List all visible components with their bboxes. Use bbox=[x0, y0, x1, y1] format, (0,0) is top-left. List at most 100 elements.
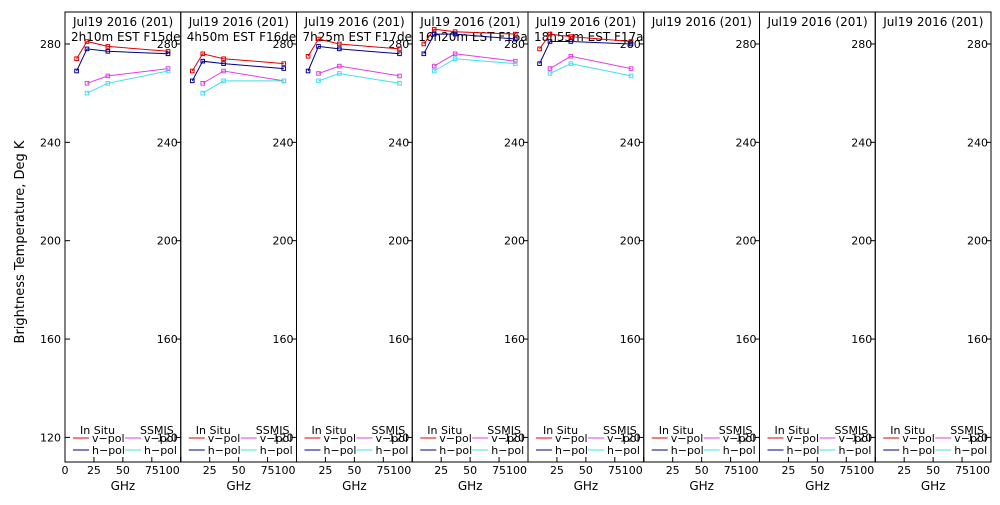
y-tick-label: 240 bbox=[504, 136, 525, 149]
series-line-ssmis-hpol bbox=[318, 72, 400, 84]
y-tick-label: 280 bbox=[388, 38, 409, 51]
data-point-insitu-hpol bbox=[547, 39, 553, 44]
y-tick-label: 200 bbox=[157, 235, 178, 248]
y-tick-label: 120 bbox=[157, 431, 178, 444]
series-line-ssmis-hpol bbox=[86, 70, 169, 94]
data-point-insitu-vpol bbox=[547, 31, 553, 37]
legend-label: h−pol bbox=[491, 444, 524, 457]
y-tick-label: 120 bbox=[620, 431, 641, 444]
data-point-ssmis-hpol bbox=[568, 61, 574, 66]
x-tick-label: 75 bbox=[724, 464, 738, 477]
data-point-ssmis-hpol bbox=[200, 90, 206, 96]
data-point-ssmis-vpol bbox=[165, 66, 171, 71]
data-point-insitu-hpol bbox=[200, 58, 206, 64]
series-line-insitu-hpol bbox=[191, 60, 284, 82]
legend-label: v−pol bbox=[208, 432, 241, 445]
panel-title-line2: 7h25m EST F17des bbox=[303, 30, 419, 44]
y-tick-label: 120 bbox=[388, 431, 409, 444]
legend-label: h−pol bbox=[607, 444, 640, 457]
panel-title: Jul19 2016 (201)18h55m EST F17asc bbox=[534, 15, 644, 44]
y-tick-label: 200 bbox=[967, 235, 988, 248]
series-line-ssmis-hpol bbox=[202, 80, 284, 94]
y-tick-label: 240 bbox=[388, 136, 409, 149]
panel-title-line1: Jul19 2016 (201) bbox=[304, 15, 405, 29]
panel-title: Jul19 2016 (201) bbox=[882, 15, 983, 29]
legend-label: v−pol bbox=[839, 432, 872, 445]
x-tick-label: 75 bbox=[839, 464, 853, 477]
y-tick-label: 200 bbox=[851, 235, 872, 248]
data-point-insitu-hpol bbox=[281, 66, 287, 71]
x-tick-label: 25 bbox=[897, 464, 911, 477]
data-point-insitu-vpol bbox=[431, 26, 437, 32]
y-tick-label: 280 bbox=[157, 38, 178, 51]
legend-label: h−pol bbox=[376, 444, 409, 457]
data-point-ssmis-vpol bbox=[512, 58, 518, 64]
x-tick-label: 25 bbox=[203, 464, 217, 477]
data-point-ssmis-vpol bbox=[200, 81, 206, 86]
legend-label: h−pol bbox=[954, 444, 987, 457]
x-axis-label: GHz bbox=[342, 479, 367, 493]
data-point-insitu-vpol bbox=[397, 46, 402, 52]
legend-label: v−pol bbox=[260, 432, 293, 445]
data-point-ssmis-hpol bbox=[512, 61, 518, 66]
x-axis-label: GHz bbox=[689, 479, 714, 493]
x-tick-label: 25 bbox=[666, 464, 680, 477]
y-tick-label: 200 bbox=[504, 235, 525, 248]
legend-label: h−pol bbox=[324, 444, 357, 457]
legend-title-in-situ: In Situ bbox=[775, 424, 810, 437]
legend-label: v−pol bbox=[954, 432, 987, 445]
series-line-ssmis-vpol bbox=[433, 53, 516, 67]
data-point-ssmis-hpol bbox=[316, 78, 321, 84]
x-tick-label: 75 bbox=[145, 464, 159, 477]
data-point-insitu-vpol bbox=[537, 46, 542, 52]
data-point-insitu-vpol bbox=[512, 31, 518, 37]
data-point-insitu-vpol bbox=[221, 56, 226, 62]
y-tick-label: 160 bbox=[273, 333, 294, 346]
panel-title: Jul19 2016 (201)7h25m EST F17des bbox=[303, 15, 419, 44]
data-point-ssmis-hpol bbox=[452, 56, 458, 62]
series-line-ssmis-vpol bbox=[549, 55, 632, 70]
data-point-insitu-hpol bbox=[337, 46, 342, 52]
data-point-ssmis-vpol bbox=[105, 73, 111, 79]
x-tick-label: 50 bbox=[232, 464, 246, 477]
y-tick-label: 120 bbox=[504, 431, 525, 444]
data-point-ssmis-vpol bbox=[221, 68, 226, 74]
legend-title-in-situ: In Situ bbox=[196, 424, 231, 437]
legend-title-in-situ: In Situ bbox=[427, 424, 462, 437]
x-tick-label: 100 bbox=[159, 464, 180, 477]
legend-title-in-situ: In Situ bbox=[543, 424, 578, 437]
legend-title-in-situ: In Situ bbox=[659, 424, 694, 437]
data-point-insitu-hpol bbox=[105, 49, 111, 54]
data-point-insitu-hpol bbox=[84, 46, 90, 52]
legend-title-ssmis: SSMIS bbox=[372, 424, 406, 437]
y-tick-label: 240 bbox=[736, 136, 757, 149]
data-point-insitu-hpol bbox=[165, 51, 171, 57]
y-tick-label: 280 bbox=[504, 38, 525, 51]
y-tick-label: 240 bbox=[157, 136, 178, 149]
panel-title: Jul19 2016 (201) bbox=[767, 15, 868, 29]
series-line-insitu-vpol bbox=[76, 40, 169, 59]
panel-title-line1: Jul19 2016 (201) bbox=[882, 15, 983, 29]
legend-title-in-situ: In Situ bbox=[312, 424, 347, 437]
legend-title-ssmis: SSMIS bbox=[719, 424, 753, 437]
panel-title-line1: Jul19 2016 (201) bbox=[419, 15, 520, 29]
y-tick-label-left: 120 bbox=[40, 431, 61, 444]
series-line-insitu-vpol bbox=[539, 33, 632, 50]
legend-title-ssmis: SSMIS bbox=[835, 424, 869, 437]
x-tick-label: 25 bbox=[781, 464, 795, 477]
data-point-ssmis-hpol bbox=[281, 78, 287, 84]
data-point-insitu-vpol bbox=[281, 61, 287, 66]
x-tick-label: 75 bbox=[376, 464, 390, 477]
x-tick-label: 50 bbox=[926, 464, 940, 477]
data-point-insitu-hpol bbox=[568, 39, 574, 44]
data-point-ssmis-vpol bbox=[568, 53, 574, 59]
legend-title-ssmis: SSMIS bbox=[603, 424, 637, 437]
panel-4: 120 160 200 240 280 25 50 75 100 GHz Jul19 2016 (2… bbox=[411, 11, 529, 493]
y-tick-label-left: 160 bbox=[40, 333, 61, 346]
data-point-insitu-hpol bbox=[74, 68, 79, 74]
series-line-insitu-vpol bbox=[191, 53, 284, 72]
